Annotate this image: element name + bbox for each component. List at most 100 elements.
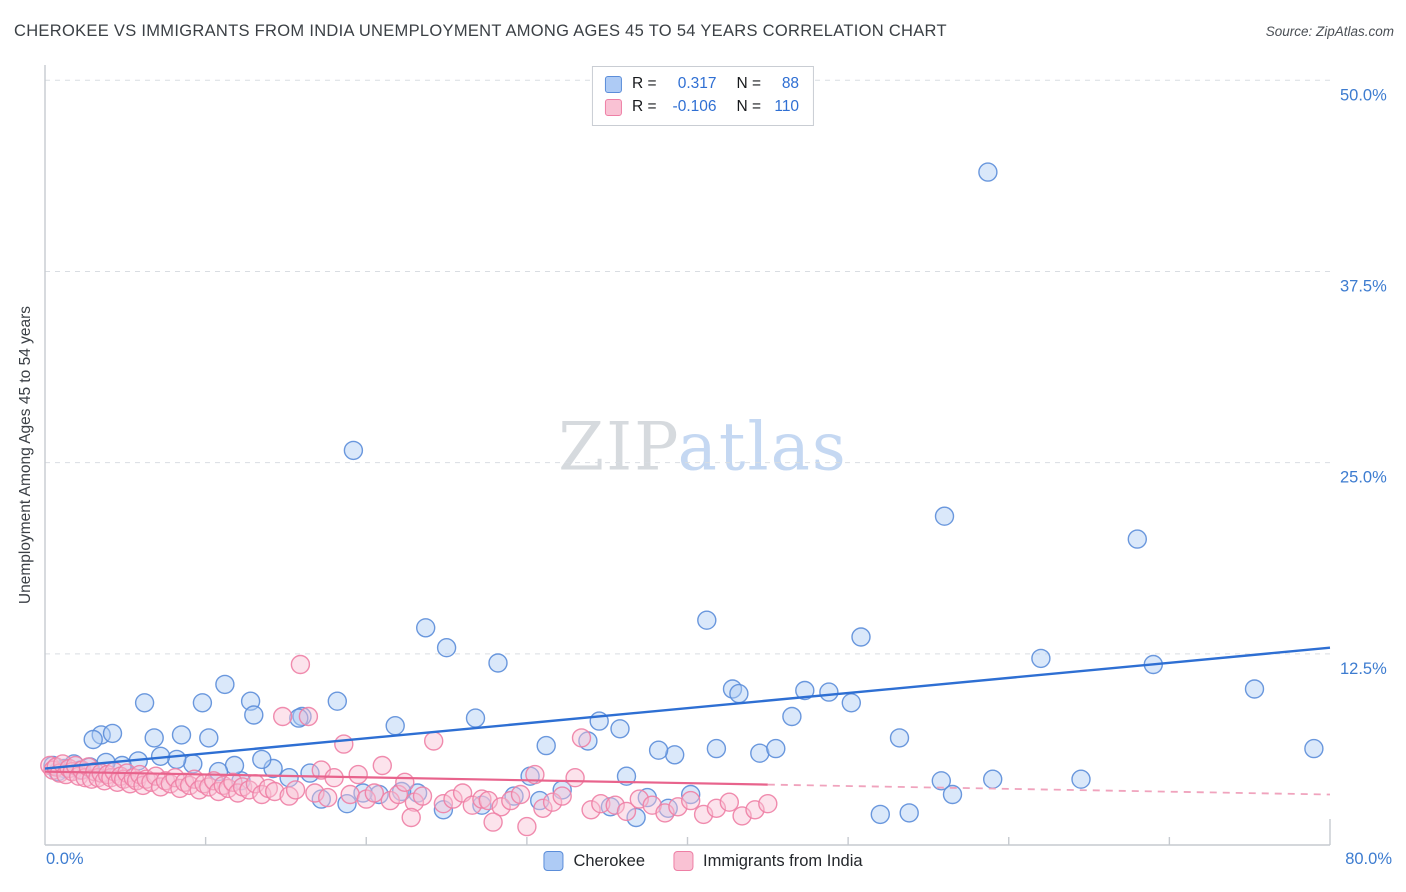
scatter-point: [265, 781, 285, 802]
scatter-point: [1031, 648, 1051, 669]
scatter-point: [1071, 769, 1091, 789]
scatter-point: [285, 780, 306, 800]
scatter-point: [851, 627, 871, 647]
scatter-point: [395, 772, 415, 792]
scatter-point: [348, 764, 368, 785]
scatter-point: [385, 716, 405, 736]
scatter-point: [510, 784, 531, 805]
scatter-point: [626, 807, 646, 828]
india-legend-swatch-icon: [673, 851, 693, 871]
scatter-point: [244, 705, 264, 725]
scatter-point: [223, 772, 243, 792]
scatter-point: [292, 706, 312, 727]
scatter-point: [501, 790, 521, 811]
r-value: 0.317: [677, 75, 717, 92]
scatter-point: [841, 693, 861, 713]
x-axis-min-label: 0.0%: [46, 850, 84, 868]
scatter-point: [616, 801, 637, 822]
scatter-point: [443, 789, 463, 809]
scatter-point: [934, 506, 955, 526]
y-tick-label: 37.5%: [1340, 277, 1387, 295]
scatter-point: [372, 755, 392, 776]
scatter-point: [525, 764, 545, 785]
stats-row-india: R = -0.106 N = 110: [604, 98, 800, 116]
scatter-point: [533, 798, 553, 818]
scatter-point: [491, 797, 511, 817]
scatter-point: [171, 725, 192, 745]
scatter-point: [134, 693, 155, 713]
x-axis-max-label: 80.0%: [1345, 850, 1392, 868]
r-label: R =: [631, 75, 657, 92]
scatter-point: [931, 771, 951, 791]
scatter-point: [978, 162, 998, 182]
trend-line-cherokee: [44, 646, 1331, 770]
scatter-point: [224, 755, 245, 776]
scatter-point: [192, 693, 213, 713]
scatter-point: [610, 719, 630, 739]
stats-legend: R = 0.317 N = 88 R = -0.106 N = 110: [591, 66, 815, 126]
scatter-point: [782, 706, 802, 727]
chart-legend: Cherokee Immigrants from India: [543, 851, 863, 871]
scatter-point: [433, 800, 454, 820]
scatter-point: [298, 706, 319, 727]
scatter-point: [719, 792, 739, 812]
scatter-point: [899, 803, 919, 823]
scatter-point: [729, 683, 749, 704]
scatter-point: [681, 790, 701, 811]
scatter-point: [942, 784, 963, 805]
scatter-point: [870, 804, 890, 825]
scatter-point: [334, 734, 354, 754]
scatter-point: [581, 800, 601, 820]
scatter-point: [591, 794, 611, 814]
scatter-point: [416, 618, 436, 638]
n-value: 110: [774, 98, 800, 115]
scatter-point: [340, 784, 360, 805]
y-tick-label: 25.0%: [1340, 469, 1387, 487]
scatter-point: [289, 708, 309, 728]
scatter-point: [665, 745, 685, 765]
scatter-point: [412, 786, 433, 806]
source-attribution: Source: ZipAtlas.com: [1265, 24, 1394, 39]
scatter-point: [318, 787, 338, 808]
trend-line-immigrants-from-india: [44, 770, 768, 786]
scatter-point: [565, 768, 585, 788]
scatter-point: [436, 638, 457, 658]
scatter-point: [536, 735, 556, 756]
scatter-point: [681, 784, 701, 805]
scatter-point: [605, 795, 625, 815]
scatter-point: [300, 763, 320, 783]
n-value: 88: [781, 75, 800, 92]
cherokee-legend-swatch-icon: [543, 851, 564, 871]
y-tick-label: 50.0%: [1340, 86, 1387, 104]
scatter-point: [750, 743, 770, 763]
scatter-point: [144, 728, 164, 748]
scatter-point: [819, 682, 839, 702]
scatter-point: [483, 812, 503, 832]
scatter-point: [706, 738, 727, 759]
scatter-point: [1244, 679, 1265, 699]
scatter-point: [364, 783, 384, 803]
scatter-point: [343, 440, 364, 461]
scatter-point: [433, 794, 454, 814]
cherokee-legend-label: Cherokee: [573, 851, 645, 870]
stats-row-cherokee: R = 0.317 N = 88: [604, 75, 800, 93]
scatter-point: [401, 807, 421, 828]
n-label: N =: [736, 98, 762, 115]
scatter-point: [83, 729, 103, 750]
scatter-point: [1304, 738, 1324, 759]
scatter-point: [542, 792, 563, 812]
india-swatch-icon: [604, 98, 622, 116]
scatter-point: [290, 654, 311, 675]
n-label: N =: [736, 75, 762, 92]
page-title: CHEROKEE VS IMMIGRANTS FROM INDIA UNEMPL…: [14, 22, 947, 40]
cherokee-swatch-icon: [604, 75, 622, 93]
y-tick-label: 12.5%: [1340, 660, 1387, 678]
scatter-point: [552, 786, 572, 806]
scatter-point: [252, 749, 272, 770]
scatter-point: [388, 784, 409, 805]
scatter-point: [697, 610, 717, 630]
scatter-point: [215, 674, 235, 695]
scatter-point: [517, 816, 537, 837]
